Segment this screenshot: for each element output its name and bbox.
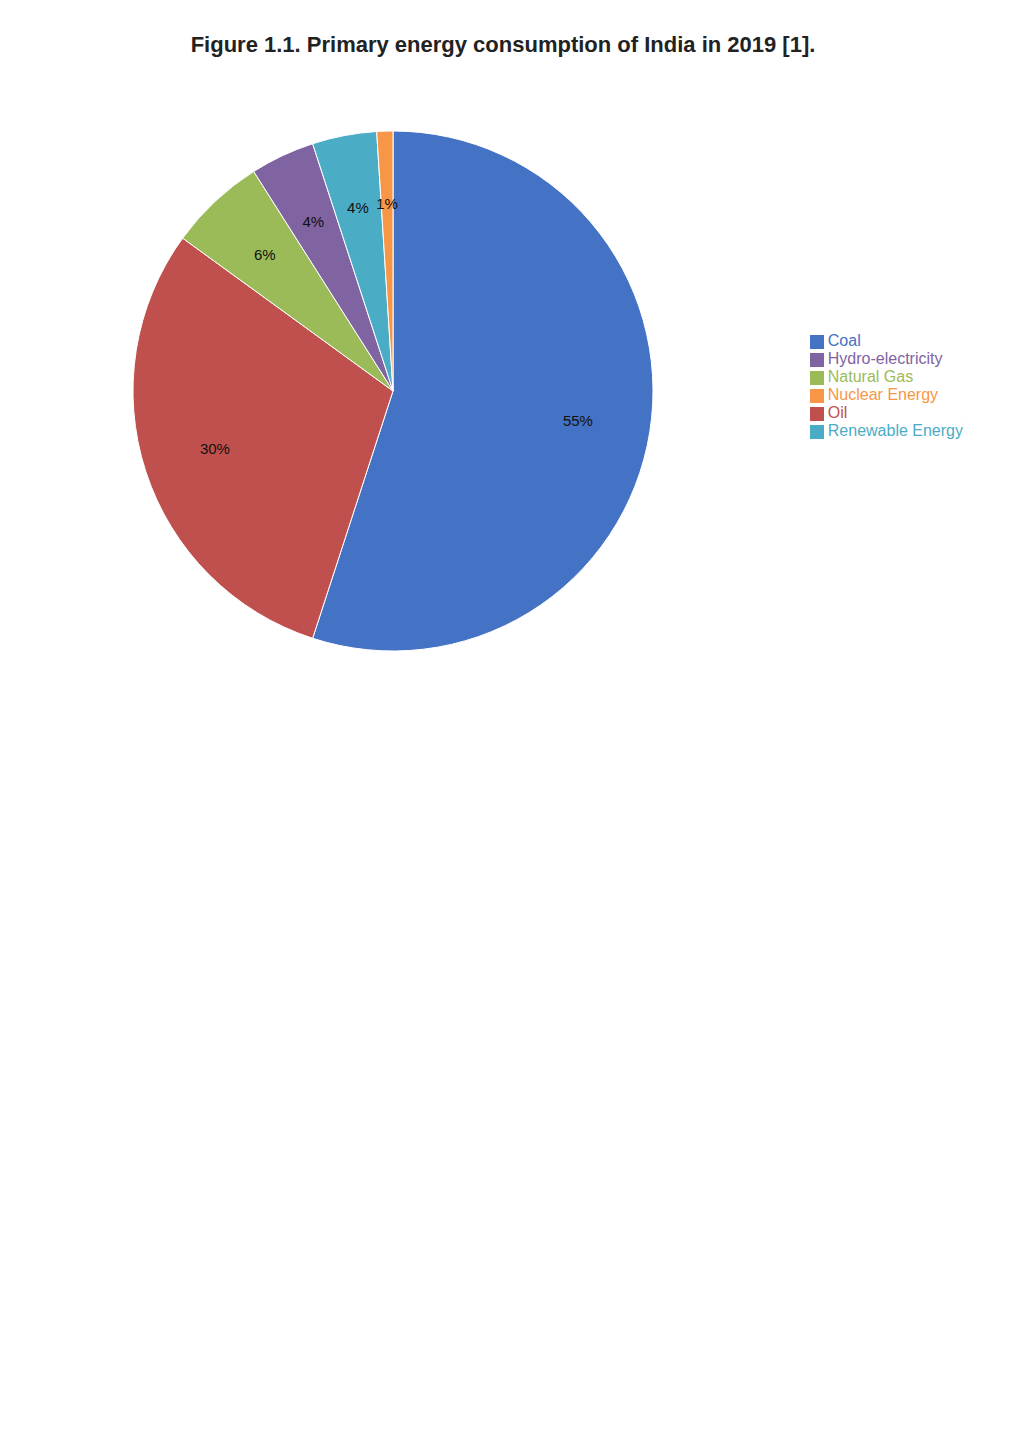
html-text:Natural Gas: Natural Gas xyxy=(827,368,914,385)
html-text:Figure 1.1. Primary energy con: Figure 1.1. Primary energy consumption o… xyxy=(190,32,816,57)
svg-text:1%: 1% xyxy=(376,195,398,212)
html-text:Hydro-electricity: Hydro-electricity xyxy=(827,350,943,367)
html-text:Coal: Coal xyxy=(827,332,861,349)
html-text:Renewable Energy: Renewable Energy xyxy=(827,422,963,439)
svg-text:55%: 55% xyxy=(563,412,593,429)
svg-text:6%: 6% xyxy=(254,246,276,263)
svg-text:4%: 4% xyxy=(347,199,369,216)
html-text:Oil: Oil xyxy=(827,404,848,421)
svg-text:4%: 4% xyxy=(302,213,324,230)
html-text:Nuclear Energy: Nuclear Energy xyxy=(827,386,939,403)
svg-text:30%: 30% xyxy=(200,440,230,457)
